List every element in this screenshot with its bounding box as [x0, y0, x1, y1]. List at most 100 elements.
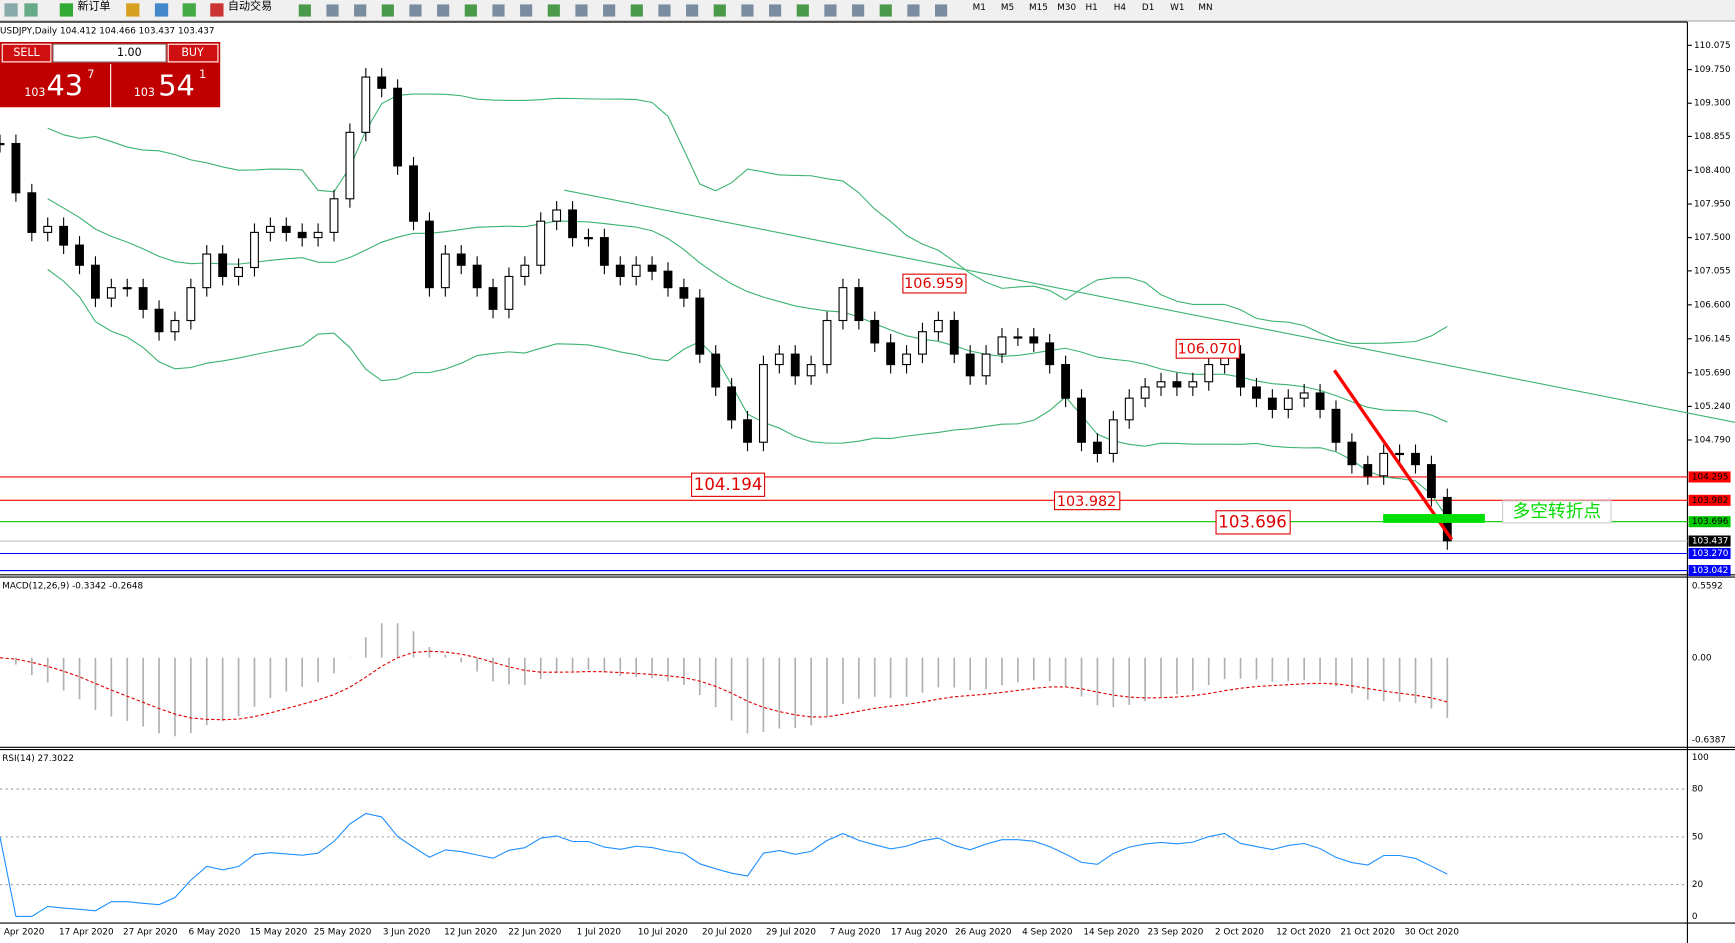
candle-body: [59, 225, 69, 246]
new-order[interactable]: 新订单: [77, 0, 110, 13]
bid-main[interactable]: 43: [46, 68, 83, 102]
price-label: 108.400: [1694, 166, 1731, 176]
candle-body: [91, 264, 100, 299]
macd-axis-label: 0.00: [1692, 653, 1712, 663]
tool-icon[interactable]: [547, 4, 560, 17]
tool-icon[interactable]: [409, 4, 422, 17]
timeframe[interactable]: M30: [1057, 3, 1076, 13]
tool-icon[interactable]: [852, 4, 865, 17]
tool-icon[interactable]: [464, 4, 477, 17]
bid-small[interactable]: 7: [87, 68, 94, 81]
turning-point-label: 多空转折点: [1513, 501, 1601, 522]
price-label: 107.055: [1694, 266, 1731, 276]
bid-big[interactable]: 103: [24, 86, 45, 99]
timeframe[interactable]: W1: [1170, 3, 1184, 13]
price-label: 110.075: [1694, 41, 1731, 51]
date-label: 1 Jul 2020: [577, 927, 622, 937]
auto-trading[interactable]: 自动交易: [228, 0, 272, 13]
candle-body: [679, 287, 689, 299]
candle-body: [1379, 452, 1389, 477]
candle-body: [409, 165, 418, 222]
price-label: 107.950: [1694, 200, 1731, 210]
timeframe[interactable]: M5: [1001, 3, 1014, 13]
lots-value[interactable]: 1.00: [117, 46, 142, 59]
candle-body: [918, 331, 927, 355]
date-axis: 7 Apr 2020 17 Apr 2020 27 Apr 2020 6 May 20…: [0, 927, 1459, 937]
tool-icon[interactable]: [381, 4, 394, 17]
level-tag: [1688, 547, 1731, 560]
timeframe[interactable]: D1: [1142, 3, 1154, 13]
level-tag: [1688, 565, 1731, 577]
buy-label[interactable]: BUY: [181, 46, 204, 59]
candle-body: [154, 308, 164, 333]
tool-icon[interactable]: [658, 4, 671, 17]
lots-input[interactable]: [52, 43, 167, 63]
tool-icon[interactable]: [603, 4, 616, 17]
tool-icon[interactable]: [686, 4, 699, 17]
annotation: 104.194: [694, 475, 763, 494]
ask-main[interactable]: 54: [158, 68, 195, 102]
timeframe[interactable]: M1: [973, 3, 986, 13]
candle-body: [1188, 381, 1198, 388]
level-label: 103.982: [1692, 496, 1729, 506]
timeframe[interactable]: M15: [1029, 3, 1048, 13]
tool-icon[interactable]: [879, 4, 892, 17]
tool-icon[interactable]: [437, 4, 450, 17]
tool-icon[interactable]: [630, 4, 643, 17]
icon[interactable]: [182, 3, 196, 17]
tool-icon[interactable]: [934, 4, 948, 17]
candle-body: [631, 264, 641, 278]
candle-body: [774, 353, 784, 366]
tool-icon[interactable]: [824, 4, 837, 17]
new-order-icon[interactable]: [59, 3, 74, 17]
buy-button[interactable]: [167, 43, 219, 63]
timeframe[interactable]: H1: [1085, 3, 1097, 13]
timeframe[interactable]: MN: [1198, 3, 1212, 13]
icon[interactable]: [4, 3, 18, 17]
timeframe[interactable]: H4: [1114, 3, 1127, 13]
tool-icon[interactable]: [575, 4, 588, 17]
annotation: 106.959: [904, 276, 963, 292]
ask-small[interactable]: 1: [199, 68, 206, 81]
candle-body: [1029, 336, 1039, 344]
tool-icon[interactable]: [907, 4, 920, 17]
bollinger-band: [47, 198, 1448, 423]
icon[interactable]: [126, 3, 140, 17]
annotation-box: [1215, 510, 1291, 535]
icon[interactable]: [154, 3, 169, 17]
candle-body: [695, 297, 705, 355]
candle-body: [1299, 392, 1309, 399]
candle-body: [0, 142, 5, 146]
tool-icon[interactable]: [713, 4, 726, 17]
price-label: 106.145: [1694, 334, 1731, 344]
candle-body: [758, 364, 768, 443]
turning-bar: [1383, 514, 1485, 523]
tool-icon[interactable]: [298, 4, 311, 17]
auto-trading-icon[interactable]: [210, 3, 224, 17]
tool-icon[interactable]: [769, 4, 782, 17]
rsi-axis-label: 80: [1692, 785, 1704, 795]
tool-icon[interactable]: [326, 4, 339, 17]
candle-body: [393, 87, 403, 167]
date-label: 27 Apr 2020: [123, 927, 178, 937]
icon[interactable]: [24, 3, 38, 17]
tool-icon[interactable]: [796, 4, 809, 17]
level-tag: [1688, 516, 1731, 528]
candle-body: [122, 287, 132, 290]
candle-body: [472, 264, 482, 289]
tool-icon[interactable]: [492, 4, 505, 17]
date-label: 7 Aug 2020: [830, 927, 881, 937]
candle-body: [838, 287, 848, 322]
annotation: 103.982: [1057, 494, 1116, 510]
sell-label[interactable]: SELL: [13, 46, 40, 59]
ask-big[interactable]: 103: [134, 86, 155, 99]
level-label: 103.696: [1692, 517, 1729, 527]
date-label: 2 Oct 2020: [1215, 927, 1264, 937]
sell-button[interactable]: [1, 43, 52, 63]
tool-icon[interactable]: [354, 4, 367, 17]
candle-body: [886, 342, 896, 366]
candle-body: [615, 264, 625, 278]
candle-body: [584, 237, 593, 240]
tool-icon[interactable]: [520, 4, 533, 17]
tool-icon[interactable]: [741, 4, 754, 17]
